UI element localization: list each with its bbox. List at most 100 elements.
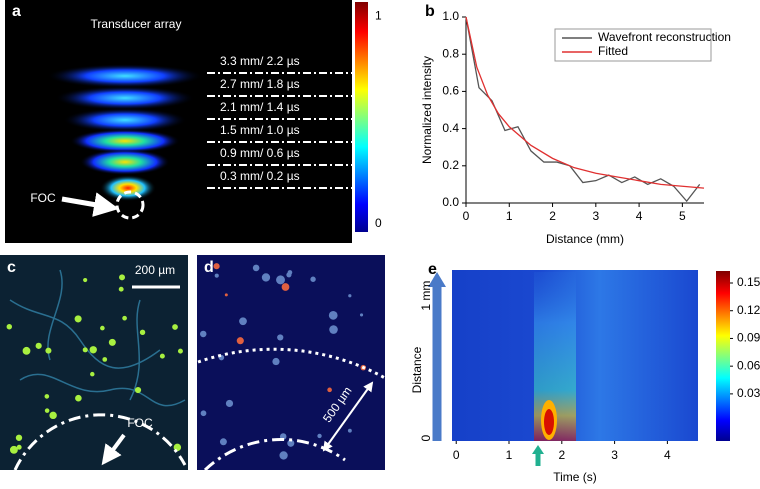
colorbar-ticks: 01: [375, 9, 382, 230]
cell: [359, 313, 364, 317]
distance-arrow: [322, 381, 374, 452]
annotation: 0.9 mm/ 0.6 µs: [220, 146, 300, 160]
x-tick-label: 2: [549, 209, 556, 223]
image-background: [197, 255, 385, 470]
panel-label: a: [12, 3, 21, 20]
x-tick-label: 2: [558, 448, 565, 462]
y-axis-label: Distance: [410, 346, 424, 393]
colorbar-tick-label: 0.09: [737, 331, 760, 345]
beam-blob: [70, 129, 180, 153]
cell: [75, 394, 82, 402]
y-axis-label: Normalized intensity: [420, 56, 434, 164]
beam-blob: [80, 149, 170, 175]
cell: [252, 264, 260, 272]
panel-label: e: [428, 261, 437, 278]
panel-label: c: [7, 259, 16, 276]
x-tick-label: 0: [463, 209, 470, 223]
stimulus-arrow-head: [532, 445, 544, 454]
focus-arrow: [101, 433, 126, 466]
y-tick-label: 1.0: [442, 9, 459, 23]
boundary-arc: [197, 347, 386, 380]
scale-bar-label: 200 µm: [135, 263, 175, 277]
cell: [279, 451, 288, 460]
panel-label: d: [204, 259, 214, 276]
cell: [272, 357, 280, 366]
cell: [9, 445, 18, 454]
cell: [102, 357, 108, 362]
cell: [83, 277, 88, 283]
distance-arrow-head: [428, 272, 446, 287]
y-tick-label: 0.8: [442, 46, 459, 60]
panel-a: a Transducer array 3.3 mm/ 2.2 µs 2.7 mm/…: [5, 0, 382, 243]
colorbar: [355, 2, 368, 232]
cell: [281, 283, 290, 291]
cell: [74, 315, 82, 323]
cell: [200, 410, 207, 417]
cell: [213, 263, 220, 270]
y-tick-label: 1 mm: [419, 281, 433, 311]
cell: [6, 324, 13, 330]
colorbar-tick-label: 0.03: [737, 386, 760, 400]
focus-arc: [13, 413, 187, 471]
cell: [224, 293, 228, 297]
x-tick-label: 3: [611, 448, 618, 462]
cell: [287, 439, 295, 447]
cell: [328, 310, 338, 320]
beam-blob: [47, 64, 203, 88]
cell: [15, 434, 23, 441]
cell: [347, 428, 352, 433]
image-title: Transducer array: [91, 17, 182, 31]
cell: [22, 346, 31, 355]
focus-circle: [115, 190, 145, 220]
cell: [236, 337, 244, 345]
beam-blob: [55, 86, 195, 110]
cell: [44, 408, 50, 413]
colorbar-tick-label: 1: [375, 9, 382, 23]
cell: [225, 399, 234, 408]
annotation: 2.1 mm/ 1.4 µs: [220, 100, 300, 114]
cell: [44, 394, 50, 399]
x-tick-label: 3: [592, 209, 599, 223]
legend-box: [554, 28, 712, 62]
cell: [348, 294, 352, 298]
y-tick-label: 0: [419, 434, 433, 441]
cell: [177, 348, 183, 354]
cell: [199, 330, 207, 338]
x-tick-label: 0: [453, 448, 460, 462]
cell: [45, 347, 52, 354]
x-axis-label: Distance (mm): [546, 232, 624, 246]
heatmap-peak: [544, 409, 554, 435]
cell: [119, 274, 126, 281]
cell: [108, 338, 116, 346]
panel-b: b Normalized intensity Distance (mm) 0 1 2…: [420, 3, 731, 246]
cell: [49, 411, 57, 420]
cell: [172, 324, 178, 330]
x-tick-label: 4: [636, 209, 643, 223]
cell: [159, 353, 165, 359]
focus-label: FOC: [30, 191, 56, 205]
panel-c: c 200 µm FOC: [0, 255, 188, 471]
y-tick-label: 0.2: [442, 158, 459, 172]
cell: [134, 386, 142, 394]
cell: [35, 342, 42, 349]
cell-bodies: [6, 274, 183, 454]
cell: [122, 315, 127, 321]
cell: [219, 438, 227, 446]
focus-label: FOC: [127, 416, 153, 430]
annotation: 1.5 mm/ 1.0 µs: [220, 123, 300, 137]
x-axis-label: Time (s): [553, 470, 597, 484]
cell: [118, 286, 124, 292]
cell: [277, 334, 284, 341]
y-tick-label: 0.6: [442, 84, 459, 98]
focus-arrow: [61, 192, 119, 217]
cell: [100, 325, 105, 331]
annotation: 0.3 mm/ 0.2 µs: [220, 169, 300, 183]
cell: [214, 273, 219, 278]
colorbar: [716, 271, 730, 441]
annotation: 3.3 mm/ 2.2 µs: [220, 54, 300, 68]
x-tick-label: 1: [506, 209, 513, 223]
cell: [89, 346, 97, 354]
colorbar-tick-label: 0.12: [737, 303, 760, 317]
x-tick-label: 1: [506, 448, 513, 462]
panel-d: 500 µm d: [197, 255, 386, 472]
